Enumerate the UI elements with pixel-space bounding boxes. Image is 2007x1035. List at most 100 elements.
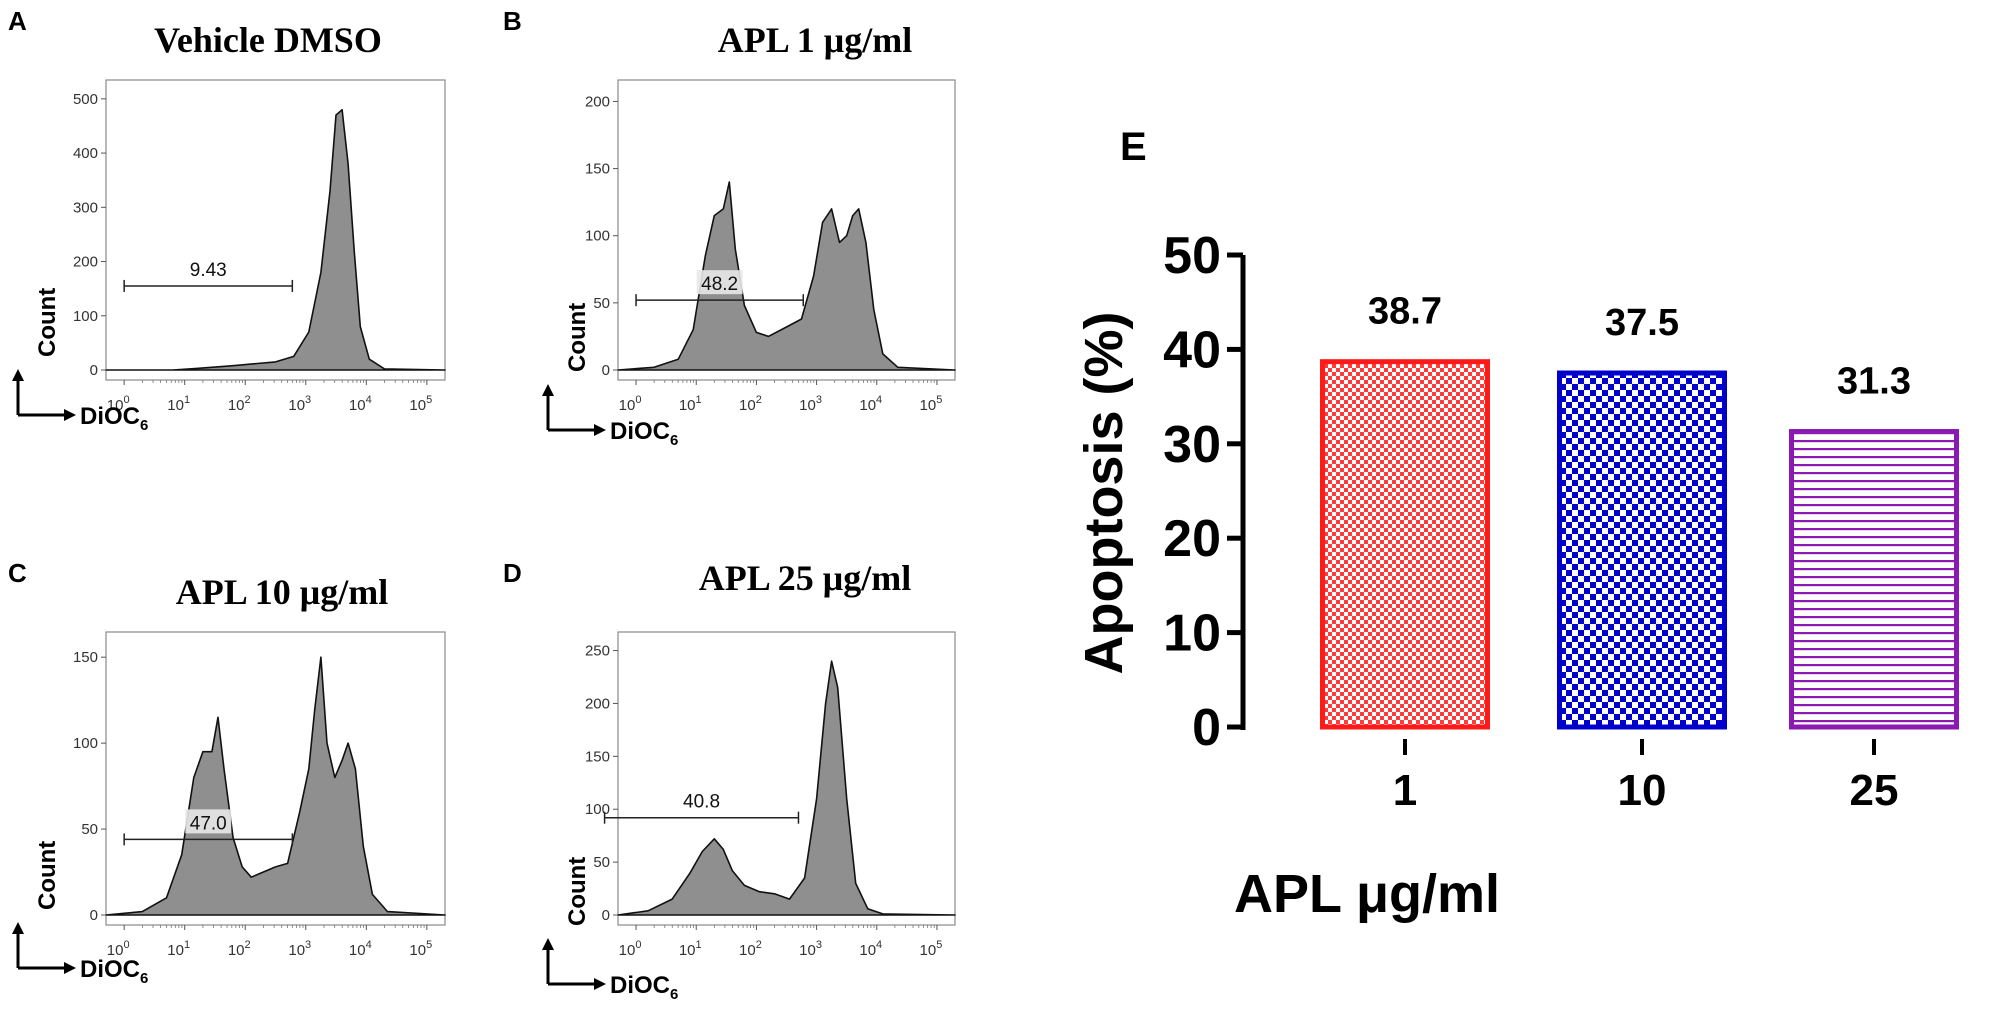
bar-y-axis-title: Apoptosis (%) <box>1074 312 1134 675</box>
gate-label-backdrop <box>185 809 232 834</box>
x-tick-label: 100 <box>107 939 130 959</box>
x-tick-label: 105 <box>409 939 432 959</box>
histogram-distribution <box>105 656 446 916</box>
histogram-distribution <box>617 660 956 916</box>
histogram-panel-a: A Vehicle DMSO 0 100 200 300 400 500 100 101 102… <box>8 6 446 434</box>
gate-percentage-label: 9.43 <box>190 260 227 281</box>
dioc-axis-label: DiOC6 <box>80 956 148 987</box>
bar-x-tick-label: 10 <box>1618 766 1667 815</box>
panel-letter-c: C <box>8 558 27 588</box>
x-tick-label: 100 <box>107 394 130 414</box>
panel-letter-d: D <box>503 558 522 588</box>
y-tick-label: 200 <box>585 695 610 712</box>
count-axis-label: Count <box>564 303 591 372</box>
bar-x-tick-label: 1 <box>1393 766 1417 815</box>
x-axis-arrow-head <box>594 978 606 990</box>
x-tick-label: 103 <box>799 939 822 959</box>
x-tick-label: 104 <box>859 394 882 414</box>
count-axis-label: Count <box>564 857 591 926</box>
panel-c-title: APL 10 μg/ml <box>176 572 388 612</box>
y-tick-label: 400 <box>73 145 98 162</box>
histogram-frame <box>105 79 446 381</box>
bar-y-tick-label: 50 <box>1163 227 1221 285</box>
x-tick-label: 105 <box>920 939 943 959</box>
x-tick-label: 103 <box>288 394 311 414</box>
y-tick-label: 100 <box>73 735 98 752</box>
x-axis-arrow-head <box>64 409 76 421</box>
bar-y-tick-label: 10 <box>1163 605 1221 663</box>
bar-y-tick-label: 20 <box>1163 510 1221 568</box>
gate-percentage-label: 48.2 <box>701 274 738 295</box>
bar-1 <box>1320 359 1490 730</box>
bar-x-tick-label: 25 <box>1850 766 1899 815</box>
histogram-panel-c: C APL 10 μg/ml 0 50 100 150 100 101 102 103 104 1… <box>8 558 446 987</box>
bar-x-axis-title: APL μg/ml <box>1234 864 1500 924</box>
histogram-distribution <box>617 181 956 371</box>
x-tick-label: 105 <box>409 394 432 414</box>
y-tick-label: 0 <box>602 362 610 379</box>
dioc-axis-label: DiOC6 <box>610 418 678 449</box>
y-tick-label: 0 <box>90 907 98 924</box>
dioc-axis-label: DiOC6 <box>610 972 678 1003</box>
x-tick-label: 102 <box>739 939 762 959</box>
histogram-panel-b: B APL 1 μg/ml 0 50 100 150 200 100 101 102 103 10… <box>503 6 956 449</box>
y-tick-label: 0 <box>602 907 610 924</box>
histogram-distribution <box>105 108 446 371</box>
y-tick-label: 150 <box>73 649 98 666</box>
bar-y-tick-label: 40 <box>1163 321 1221 379</box>
gate-label-backdrop <box>696 270 743 295</box>
x-tick-label: 103 <box>288 939 311 959</box>
y-tick-label: 150 <box>585 161 610 178</box>
x-tick-label: 101 <box>167 394 190 414</box>
x-axis-arrow-head <box>594 424 606 436</box>
y-tick-label: 100 <box>585 801 610 818</box>
bar-y-tick-label: 0 <box>1192 699 1221 757</box>
x-tick-label: 100 <box>619 394 642 414</box>
x-tick-label: 103 <box>799 394 822 414</box>
x-tick-label: 102 <box>228 939 251 959</box>
bar-chart-panel-e: E Apoptosis (%) APL μg/ml 0 10 20 30 40 50 38.… <box>1074 125 1959 924</box>
x-tick-label: 104 <box>349 394 372 414</box>
bar-value-label: 31.3 <box>1837 361 1911 403</box>
panel-letter-a: A <box>8 6 27 36</box>
y-tick-label: 50 <box>593 854 610 871</box>
x-tick-label: 102 <box>228 394 251 414</box>
y-tick-label: 50 <box>593 295 610 312</box>
panel-b-title: APL 1 μg/ml <box>718 20 912 60</box>
y-tick-label: 500 <box>73 91 98 108</box>
gate-percentage-label: 40.8 <box>683 792 720 813</box>
y-tick-label: 200 <box>73 254 98 271</box>
bar-y-tick-label: 30 <box>1163 416 1221 474</box>
y-axis-arrow-head <box>12 369 24 381</box>
y-axis-arrow-head <box>12 922 24 934</box>
x-axis-arrow-head <box>64 962 76 974</box>
x-tick-label: 105 <box>920 394 943 414</box>
x-tick-label: 101 <box>679 394 702 414</box>
panel-letter-b: B <box>503 6 522 36</box>
panel-letter-e: E <box>1120 125 1147 169</box>
histogram-frame <box>617 631 956 926</box>
x-tick-label: 102 <box>739 394 762 414</box>
x-tick-label: 101 <box>679 939 702 959</box>
gate-percentage-label: 47.0 <box>190 813 227 834</box>
panel-a-title: Vehicle DMSO <box>154 20 382 60</box>
y-tick-label: 50 <box>81 821 98 838</box>
bar-25 <box>1789 429 1959 730</box>
y-axis-arrow-head <box>542 938 554 950</box>
count-axis-label: Count <box>34 841 61 910</box>
histogram-panel-d: D APL 25 μg/ml 0 50 100 150 200 250 100 101 102 1… <box>503 558 956 1003</box>
y-tick-label: 100 <box>73 308 98 325</box>
x-tick-label: 100 <box>619 939 642 959</box>
y-tick-label: 100 <box>585 228 610 245</box>
bar-value-label: 38.7 <box>1368 291 1442 333</box>
x-tick-label: 104 <box>349 939 372 959</box>
x-tick-label: 104 <box>859 939 882 959</box>
panel-d-title: APL 25 μg/ml <box>699 558 911 598</box>
y-tick-label: 200 <box>585 93 610 110</box>
y-tick-label: 300 <box>73 199 98 216</box>
bar-10 <box>1557 370 1727 730</box>
y-tick-label: 150 <box>585 748 610 765</box>
y-tick-label: 0 <box>90 362 98 379</box>
y-axis-arrow-head <box>542 384 554 396</box>
